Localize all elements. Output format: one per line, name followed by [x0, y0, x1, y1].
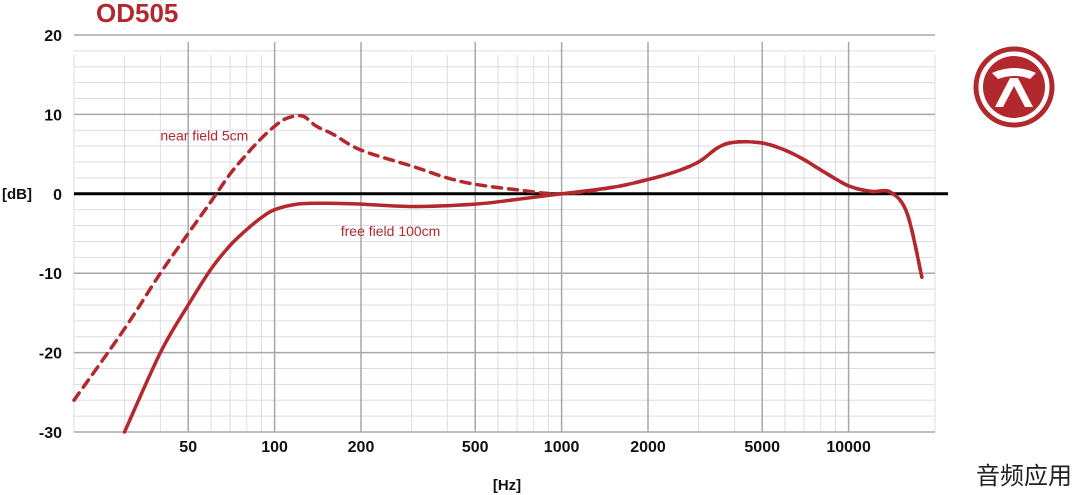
x-tick-label: 5000	[744, 439, 780, 456]
annotations: near field 5cm free field 100cm	[160, 128, 440, 239]
y-tick-label: -30	[39, 425, 62, 442]
watermark-text: 音频应用	[976, 462, 1072, 490]
series-lines	[72, 113, 924, 434]
x-tick-label: 2000	[630, 439, 666, 456]
y-tick-label: -10	[39, 266, 62, 283]
x-tick-label: 100	[261, 439, 288, 456]
x-axis-label: [Hz]	[493, 477, 521, 494]
y-tick-label: 0	[53, 187, 62, 204]
x-tick-label: 500	[462, 439, 489, 456]
brand-logo-icon	[973, 46, 1055, 128]
x-tick-label: 1000	[544, 439, 580, 456]
near-field-label: near field 5cm	[160, 128, 248, 144]
free-field-series-line	[122, 140, 924, 434]
y-axis-label: [dB]	[2, 186, 32, 203]
y-tick-label: 10	[44, 107, 62, 124]
y-tick-label: 20	[44, 28, 62, 45]
x-tick-label: 200	[348, 439, 375, 456]
free-field-label: free field 100cm	[341, 223, 441, 239]
y-tick-label: -20	[39, 346, 62, 363]
grid	[73, 34, 948, 433]
x-tick-label: 10000	[826, 439, 871, 456]
x-tick-label: 50	[179, 439, 197, 456]
chart-title: OD505	[96, 0, 179, 28]
